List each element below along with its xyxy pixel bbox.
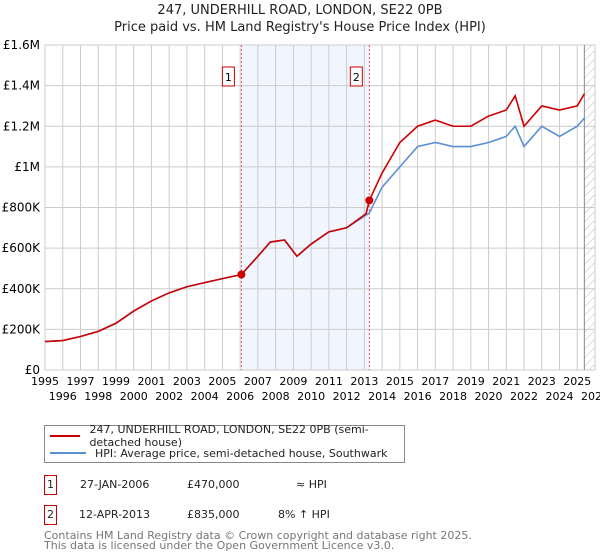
x-tick-label: 2001: [137, 375, 165, 388]
y-tick-label: £1M: [14, 160, 40, 174]
transaction-row: 1 27-JAN-2006 £470,000 ≈ HPI: [44, 475, 374, 495]
x-tick-label: 2023: [528, 375, 556, 388]
x-tick-label: 2019: [457, 375, 485, 388]
x-tick-label: 2009: [279, 375, 307, 388]
chart-title: 247, UNDERHILL ROAD, LONDON, SE22 0PB: [157, 3, 443, 18]
x-tick-label: 2000: [120, 390, 148, 403]
legend-item-hpi: HPI: Average price, semi-detached house,…: [50, 445, 387, 461]
x-tick-label: 2002: [155, 390, 183, 403]
legend: 247, UNDERHILL ROAD, LONDON, SE22 0PB (s…: [44, 423, 405, 463]
sale-point: [237, 270, 246, 279]
sale-badge: [349, 66, 363, 87]
footer-line: Contains HM Land Registry data © Crown c…: [44, 529, 472, 542]
footer: Contains HM Land Registry data © Crown c…: [44, 529, 472, 552]
legend-label: HPI: Average price, semi-detached house,…: [95, 446, 388, 460]
transaction-row: 2 12-APR-2013 £835,000 8% ↑ HPI: [44, 505, 374, 525]
transaction-hpi: 8% ↑ HPI: [278, 508, 330, 521]
sale-badge-label: 1: [225, 71, 232, 84]
x-tick-label: 2008: [262, 390, 290, 403]
x-tick-label: 2003: [173, 375, 201, 388]
x-tick-label: 2018: [439, 390, 467, 403]
x-tick-label: 2024: [546, 390, 574, 403]
x-tick-label: 2016: [404, 390, 432, 403]
x-tick-label: 2014: [368, 390, 396, 403]
x-tick-label: 1999: [102, 375, 130, 388]
transaction-price: £470,000: [187, 478, 240, 491]
x-tick-label: 1995: [31, 375, 59, 388]
y-tick-label: £1.6M: [3, 38, 40, 52]
transaction-badge: 2: [44, 505, 57, 525]
x-tick-label: 2006: [226, 390, 254, 403]
red-line-swatch: [50, 435, 81, 437]
legend-label: 247, UNDERHILL ROAD, LONDON, SE22 0PB (s…: [89, 423, 369, 449]
x-tick-label: 2017: [421, 375, 449, 388]
sale-badge-label: 2: [353, 71, 360, 84]
x-tick-label: 1996: [49, 390, 77, 403]
y-tick-label: £400K: [2, 282, 42, 296]
transaction-date: 12-APR-2013: [79, 508, 151, 521]
legend-item-property: 247, UNDERHILL ROAD, LONDON, SE22 0PB (s…: [50, 423, 404, 449]
x-tick-label: 2022: [510, 390, 538, 403]
x-tick-label: 2013: [350, 375, 378, 388]
x-tick-label: 2026: [581, 390, 600, 403]
transaction-price: £835,000: [187, 508, 240, 521]
y-tick-label: £600K: [2, 241, 42, 255]
transaction-badge: 1: [44, 475, 57, 495]
x-tick-label: 2020: [475, 390, 503, 403]
x-tick-label: 2011: [315, 375, 343, 388]
x-tick-label: 2012: [333, 390, 361, 403]
x-tick-label: 1997: [66, 375, 94, 388]
x-tick-label: 2004: [191, 390, 219, 403]
y-tick-label: £0: [25, 363, 40, 377]
blue-line-swatch: [50, 452, 86, 454]
x-tick-label: 2005: [208, 375, 236, 388]
transaction-date: 27-JAN-2006: [80, 478, 150, 491]
price-chart: 1995 1996 1997 1998 1999 2000 2001 2002 2003 2004…: [2, 38, 600, 403]
x-tick-label: 2010: [297, 390, 325, 403]
footer-line: This data is licensed under the Open Gov…: [44, 539, 395, 552]
y-tick-label: £200K: [2, 322, 42, 336]
sale-badge: [221, 66, 235, 87]
transaction-hpi: ≈ HPI: [296, 478, 327, 491]
plot-frame: [44, 44, 596, 371]
y-tick-label: £800K: [2, 201, 42, 215]
chart-subtitle: Price paid vs. HM Land Registry's House …: [114, 20, 486, 35]
x-tick-label: 2021: [492, 375, 520, 388]
x-tick-label: 2025: [563, 375, 591, 388]
property-series-line: [44, 93, 586, 343]
x-tick-label: 1998: [84, 390, 112, 403]
y-tick-label: £1.2M: [3, 119, 40, 133]
sale-point: [365, 196, 374, 205]
y-tick-label: £1.4M: [3, 79, 40, 93]
x-tick-label: 2015: [386, 375, 414, 388]
x-tick-label: 2007: [244, 375, 272, 388]
